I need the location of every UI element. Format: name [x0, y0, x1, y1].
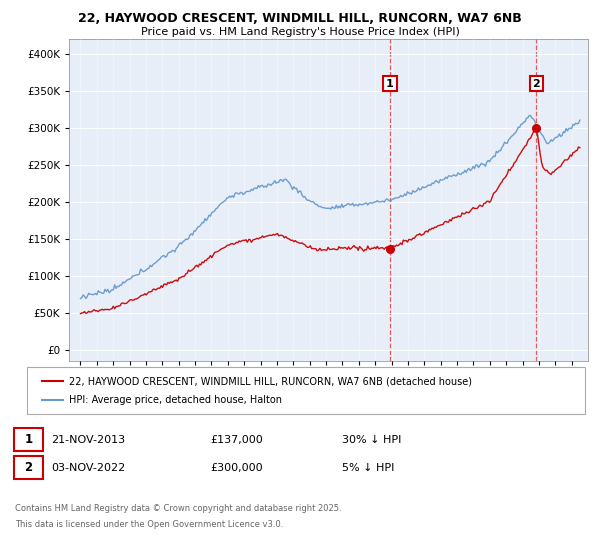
- Text: 30% ↓ HPI: 30% ↓ HPI: [342, 435, 401, 445]
- Text: Price paid vs. HM Land Registry's House Price Index (HPI): Price paid vs. HM Land Registry's House …: [140, 27, 460, 37]
- Text: 21-NOV-2013: 21-NOV-2013: [51, 435, 125, 445]
- Text: £300,000: £300,000: [210, 463, 263, 473]
- Text: HPI: Average price, detached house, Halton: HPI: Average price, detached house, Halt…: [69, 395, 282, 405]
- Text: This data is licensed under the Open Government Licence v3.0.: This data is licensed under the Open Gov…: [15, 520, 283, 529]
- Text: 1: 1: [386, 78, 394, 88]
- Text: 22, HAYWOOD CRESCENT, WINDMILL HILL, RUNCORN, WA7 6NB (detached house): 22, HAYWOOD CRESCENT, WINDMILL HILL, RUN…: [69, 376, 472, 386]
- Text: 22, HAYWOOD CRESCENT, WINDMILL HILL, RUNCORN, WA7 6NB: 22, HAYWOOD CRESCENT, WINDMILL HILL, RUN…: [78, 12, 522, 25]
- Text: 5% ↓ HPI: 5% ↓ HPI: [342, 463, 394, 473]
- Text: £137,000: £137,000: [210, 435, 263, 445]
- Text: 03-NOV-2022: 03-NOV-2022: [51, 463, 125, 473]
- Text: 2: 2: [25, 461, 32, 474]
- Text: 1: 1: [25, 433, 32, 446]
- Text: 2: 2: [533, 78, 541, 88]
- Text: Contains HM Land Registry data © Crown copyright and database right 2025.: Contains HM Land Registry data © Crown c…: [15, 504, 341, 513]
